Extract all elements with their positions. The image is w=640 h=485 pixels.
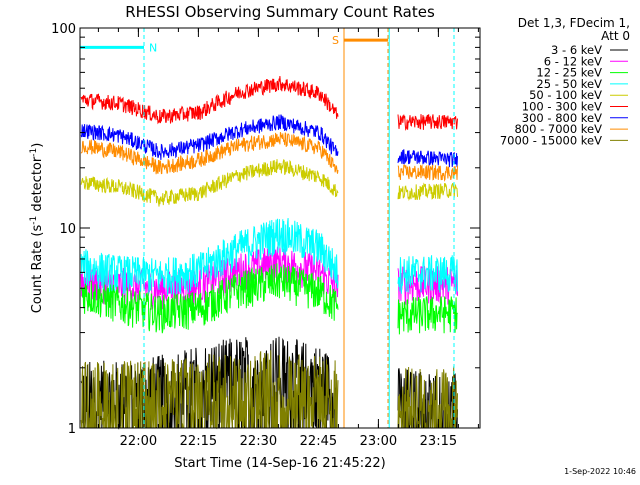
series-line-3-1: [397, 255, 458, 294]
legend-header-2: Att 0: [601, 29, 630, 43]
series-line-8-0: [80, 350, 339, 430]
legend-label-7: 800 - 7000 keV: [514, 122, 602, 136]
timestamp: 1-Sep-2022 10:46: [564, 467, 636, 476]
y-axis-label-end: ): [30, 143, 45, 148]
x-tick-label: 22:45: [300, 434, 337, 449]
series-5: [80, 76, 458, 131]
x-tick-label: 22:30: [240, 434, 277, 449]
legend-label-2: 12 - 25 keV: [536, 66, 602, 80]
legend-label-1: 6 - 12 keV: [544, 54, 602, 68]
y-axis-label-sup1: -1: [29, 216, 39, 225]
series-line-5-1: [397, 114, 458, 131]
series-line-3-0: [80, 218, 339, 296]
y-axis-label: Count Rate (s-1 detector-1): [29, 143, 45, 314]
annotation-label-1: S: [332, 34, 339, 47]
legend-label-3: 25 - 50 keV: [536, 77, 602, 91]
series-4: [80, 158, 458, 207]
legend-label-0: 3 - 6 keV: [551, 43, 602, 57]
series-3: [80, 218, 458, 296]
series-line-4-0: [80, 158, 339, 207]
series-6: [80, 114, 458, 168]
legend-label-5: 100 - 300 keV: [522, 100, 602, 114]
y-tick-label: 1: [68, 422, 76, 437]
series-line-4-1: [397, 182, 458, 202]
series-line-6-1: [397, 149, 458, 168]
x-tick-label: 22:15: [180, 434, 217, 449]
y-axis-label-mid: detector: [30, 156, 45, 216]
annotation-label-0: N: [149, 41, 157, 54]
series-line-6-0: [80, 114, 339, 160]
series-line-2-1: [397, 295, 458, 335]
y-tick-label: 10: [59, 222, 76, 237]
series-2: [80, 263, 458, 335]
legend-label-8: 7000 - 15000 keV: [500, 133, 602, 147]
series-line-7-1: [397, 164, 458, 182]
legend-label-6: 300 - 800 keV: [522, 111, 602, 125]
legend-label-4: 50 - 100 keV: [529, 88, 602, 102]
chart-title: RHESSI Observing Summary Count Rates: [125, 3, 435, 21]
series-line-2-0: [80, 263, 339, 334]
legend-header-1: Det 1,3, FDecim 1,: [518, 16, 630, 30]
y-axis-label-main: Count Rate (s: [30, 225, 45, 314]
y-axis-label-sup2: -1: [29, 148, 39, 157]
series-line-7-0: [80, 132, 339, 175]
x-tick-label: 23:15: [420, 434, 457, 449]
y-tick-label: 100: [51, 22, 76, 37]
series-7: [80, 132, 458, 182]
x-tick-label: 23:00: [360, 434, 397, 449]
x-tick-label: 22:00: [120, 434, 157, 449]
x-axis-label: Start Time (14-Sep-16 21:45:22): [174, 456, 385, 471]
series-line-5-0: [80, 76, 339, 125]
